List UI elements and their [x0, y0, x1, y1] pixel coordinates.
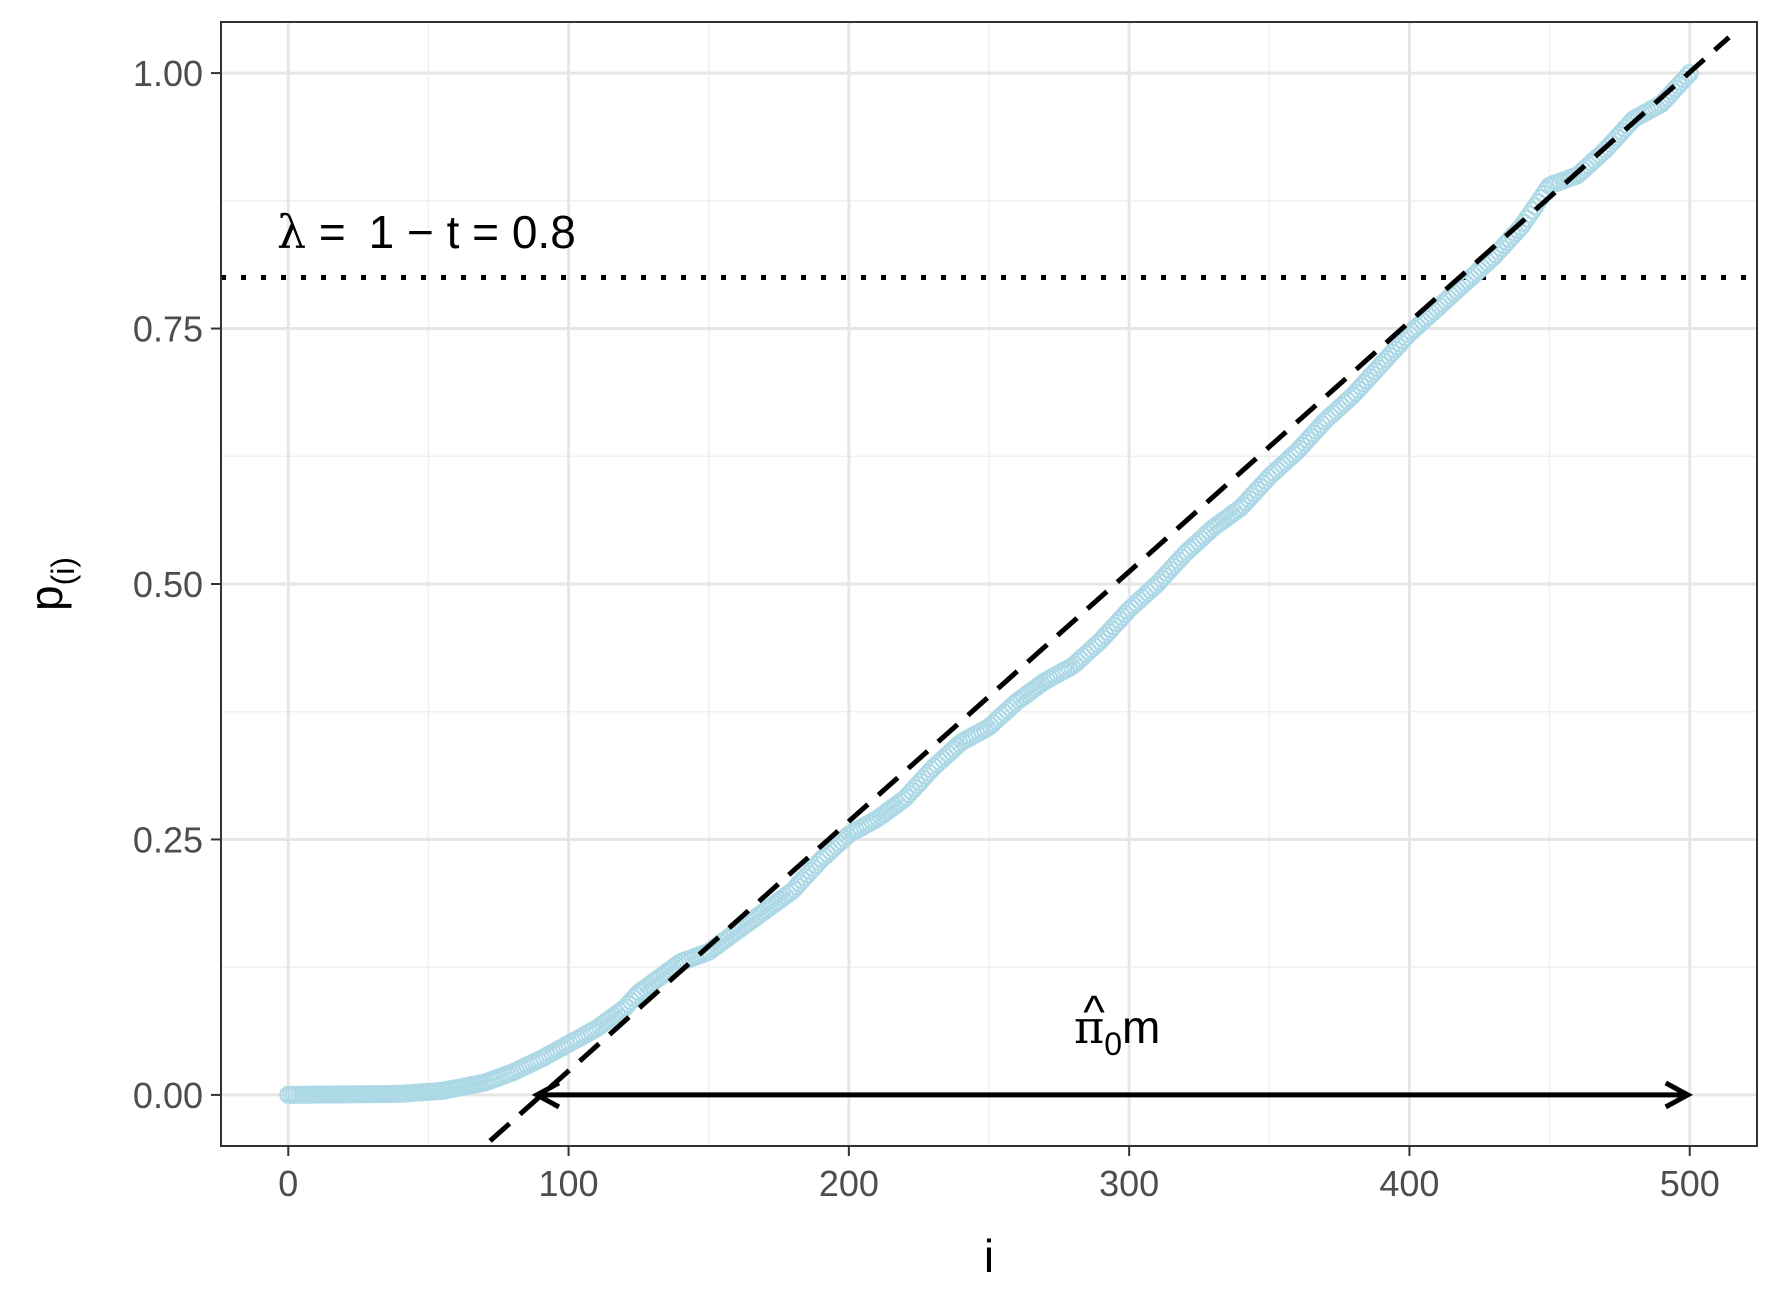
lambda-annotation: λ = 1 − t = 0.8 — [277, 205, 576, 259]
x-tick-label: 400 — [1379, 1163, 1439, 1204]
data-point — [1680, 64, 1699, 83]
lambda-symbol: λ — [277, 205, 306, 259]
arrow-head-right — [1664, 1080, 1693, 1110]
y-axis-ticks: 0.00 0.25 0.50 0.75 1.00 — [133, 53, 221, 1116]
y-axis-title-main: p — [20, 585, 72, 611]
lambda-eq-1: = — [306, 206, 358, 258]
grid-major — [221, 22, 1757, 1146]
data-point — [1677, 67, 1696, 86]
arrow-layer — [531, 1080, 1693, 1110]
data-point — [1675, 70, 1694, 89]
x-tick-label: 500 — [1660, 1163, 1720, 1204]
pi0m-tail: m — [1122, 1001, 1160, 1053]
x-tick-label: 0 — [278, 1163, 298, 1204]
y-tick-label: 0.25 — [133, 819, 203, 860]
x-axis-title: i — [984, 1230, 994, 1282]
y-tick-label: 0.00 — [133, 1075, 203, 1116]
x-axis-ticks: 0 100 200 300 400 500 — [278, 1146, 1720, 1204]
lambda-minus: − — [394, 206, 446, 258]
lambda-eq-2: = — [459, 206, 511, 258]
x-tick-label: 300 — [1099, 1163, 1159, 1204]
data-points — [279, 64, 1699, 1104]
x-tick-label: 200 — [819, 1163, 879, 1204]
fit-line-layer — [488, 35, 1731, 1143]
fit-line — [488, 35, 1731, 1143]
y-tick-label: 1.00 — [133, 53, 203, 94]
y-axis-title: p(i) — [20, 557, 81, 611]
pi0m-annotation: π0m — [1074, 1000, 1160, 1062]
y-tick-label: 0.50 — [133, 564, 203, 605]
x-tick-label: 100 — [539, 1163, 599, 1204]
pi0m-hat: ^ — [1083, 986, 1105, 1038]
lambda-t: t — [447, 206, 460, 258]
pi0m-sub: 0 — [1104, 1026, 1122, 1062]
y-tick-label: 0.75 — [133, 309, 203, 350]
lambda-value: 0.8 — [512, 206, 576, 258]
lambda-one: 1 — [369, 206, 395, 258]
y-axis-title-sub: (i) — [45, 557, 81, 585]
pi0m-pi: π — [1074, 1000, 1104, 1054]
arrow-head-left — [531, 1080, 561, 1110]
